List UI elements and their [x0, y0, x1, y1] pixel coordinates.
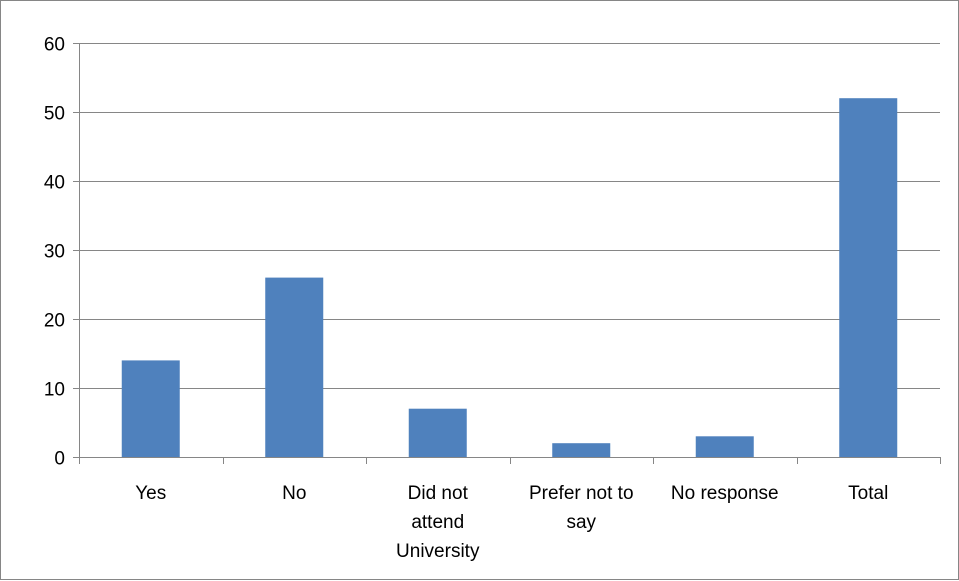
- x-tick-label-line: No: [282, 483, 306, 504]
- bar-3: [552, 443, 611, 457]
- axes: [73, 43, 941, 464]
- x-tick-label: Total: [848, 483, 888, 504]
- x-tick-label-line: University: [396, 541, 480, 562]
- x-tick-label: Prefer not to say: [529, 483, 634, 533]
- x-tick-label-line: Prefer not to: [529, 483, 634, 504]
- y-tick-label: 30: [44, 242, 65, 263]
- y-tick-label: 50: [44, 104, 65, 125]
- x-tick-label-line: say: [566, 512, 596, 533]
- bar-0: [121, 360, 180, 457]
- y-tick-label: 40: [44, 173, 65, 194]
- y-tick-label: 20: [44, 311, 65, 332]
- bar-2: [408, 408, 467, 457]
- x-tick-label: No: [282, 483, 306, 504]
- y-tick-label: 60: [44, 35, 65, 56]
- gridlines: [79, 43, 940, 389]
- x-tick-labels: Yes No Did not attend University Prefer not t…: [135, 483, 888, 562]
- bars: [121, 98, 898, 457]
- x-tick-label-line: Yes: [135, 483, 166, 504]
- y-tick-labels: 0 10 20 30 40 50 60: [44, 35, 65, 470]
- y-tick-label: 0: [54, 449, 65, 470]
- x-tick-label: Yes: [135, 483, 166, 504]
- x-tick-label-line: No response: [671, 483, 779, 504]
- x-tick-label-line: attend: [411, 512, 464, 533]
- bar-5: [839, 98, 898, 457]
- x-tick-label: Did not attend University: [396, 483, 480, 562]
- bar-4: [695, 436, 754, 457]
- x-tick-label: No response: [671, 483, 779, 504]
- bar-1: [265, 277, 324, 457]
- x-tick-label-line: Did not: [408, 483, 469, 504]
- x-tick-label-line: Total: [848, 483, 888, 504]
- y-tick-label: 10: [44, 380, 65, 401]
